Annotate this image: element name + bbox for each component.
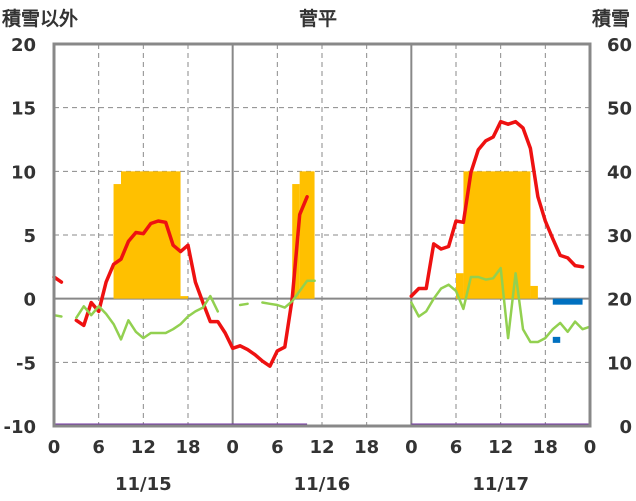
x-tick-label: 0 [405, 437, 418, 458]
precip-bar [456, 273, 464, 299]
right-axis-label: 積雪 [592, 7, 630, 30]
x-tick-labels: 0 6 12 18 0 6 12 18 0 6 12 18 0 [48, 437, 597, 458]
left-tick-labels: 20 15 10 5 0 -5 -10 [3, 35, 36, 438]
left-tick-label: 20 [11, 35, 36, 56]
x-tick-label: 12 [309, 437, 334, 458]
x-tick-label: 18 [175, 437, 200, 458]
date-label: 11/16 [294, 474, 351, 495]
plot-border [52, 42, 592, 428]
left-tick-label: 5 [23, 226, 36, 247]
x-tick-label: 6 [271, 437, 284, 458]
x-tick-label: 12 [131, 437, 156, 458]
precip-bar [113, 184, 121, 299]
precip-bar [530, 285, 538, 299]
right-tick-label: 50 [607, 99, 632, 120]
right-tick-label: 10 [607, 353, 632, 374]
chart-title: 菅平 [299, 7, 337, 30]
x-tick-label: 12 [488, 437, 513, 458]
x-tick-label: 0 [226, 437, 239, 458]
humidity_like-line [52, 266, 592, 344]
date-labels: 11/15 11/16 11/17 [115, 474, 529, 495]
date-label: 11/15 [115, 474, 172, 495]
precip-bar [180, 296, 188, 299]
precip-bar [463, 171, 531, 299]
right-tick-label: 40 [607, 162, 632, 183]
snow-depth-bar [552, 298, 583, 305]
right-tick-label: 60 [607, 35, 632, 56]
left-tick-label: 0 [23, 290, 36, 311]
left-tick-label: -5 [16, 353, 36, 374]
left-tick-label: 15 [11, 99, 36, 120]
left-axis-label: 積雪以外 [2, 7, 78, 30]
left-tick-label: -10 [3, 417, 36, 438]
right-tick-label: 30 [607, 226, 632, 247]
right-tick-label: 20 [607, 290, 632, 311]
snow-depth-bars [552, 298, 583, 343]
x-tick-label: 18 [354, 437, 379, 458]
snow-depth-bar [552, 336, 561, 343]
x-tick-label: 0 [48, 437, 61, 458]
date-label: 11/17 [472, 474, 529, 495]
x-tick-label: 0 [584, 437, 597, 458]
right-tick-label: 0 [619, 417, 632, 438]
left-tick-label: 10 [11, 162, 36, 183]
x-tick-label: 6 [92, 437, 105, 458]
x-tick-label: 6 [450, 437, 463, 458]
right-tick-labels: 60 50 40 30 20 10 0 [607, 35, 632, 438]
x-tick-label: 18 [533, 437, 558, 458]
plot-frame [52, 42, 592, 428]
